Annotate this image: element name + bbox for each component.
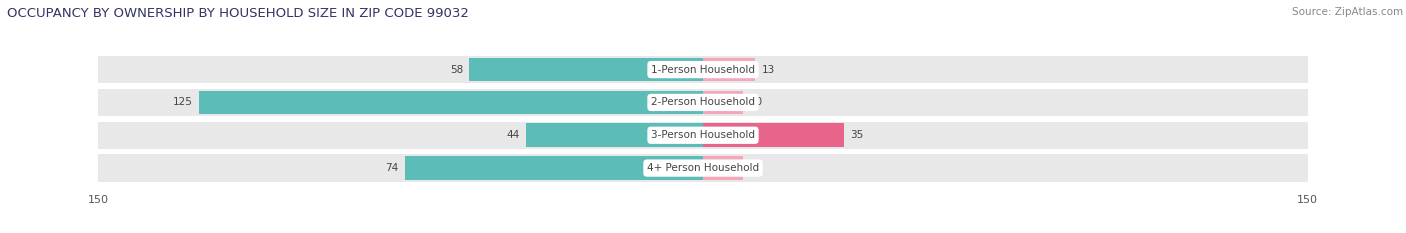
Text: 58: 58 xyxy=(450,65,463,75)
Text: 3-Person Household: 3-Person Household xyxy=(651,130,755,140)
Text: 4+ Person Household: 4+ Person Household xyxy=(647,163,759,173)
Bar xyxy=(98,122,1308,149)
Bar xyxy=(703,156,744,180)
Bar xyxy=(98,56,1308,83)
Bar xyxy=(703,58,755,81)
Bar xyxy=(405,156,703,180)
Bar xyxy=(98,154,1308,182)
Text: 1-Person Household: 1-Person Household xyxy=(651,65,755,75)
Bar xyxy=(703,91,744,114)
Bar xyxy=(703,123,844,147)
Text: 10: 10 xyxy=(749,97,762,107)
Bar xyxy=(200,91,703,114)
Text: 44: 44 xyxy=(506,130,520,140)
Text: OCCUPANCY BY OWNERSHIP BY HOUSEHOLD SIZE IN ZIP CODE 99032: OCCUPANCY BY OWNERSHIP BY HOUSEHOLD SIZE… xyxy=(7,7,470,20)
Text: Source: ZipAtlas.com: Source: ZipAtlas.com xyxy=(1292,7,1403,17)
Text: 35: 35 xyxy=(851,130,863,140)
Text: 10: 10 xyxy=(749,163,762,173)
Text: 13: 13 xyxy=(762,65,775,75)
Bar xyxy=(98,89,1308,116)
Text: 74: 74 xyxy=(385,163,399,173)
Text: 125: 125 xyxy=(173,97,193,107)
Text: 2-Person Household: 2-Person Household xyxy=(651,97,755,107)
Bar xyxy=(470,58,703,81)
Bar xyxy=(526,123,703,147)
